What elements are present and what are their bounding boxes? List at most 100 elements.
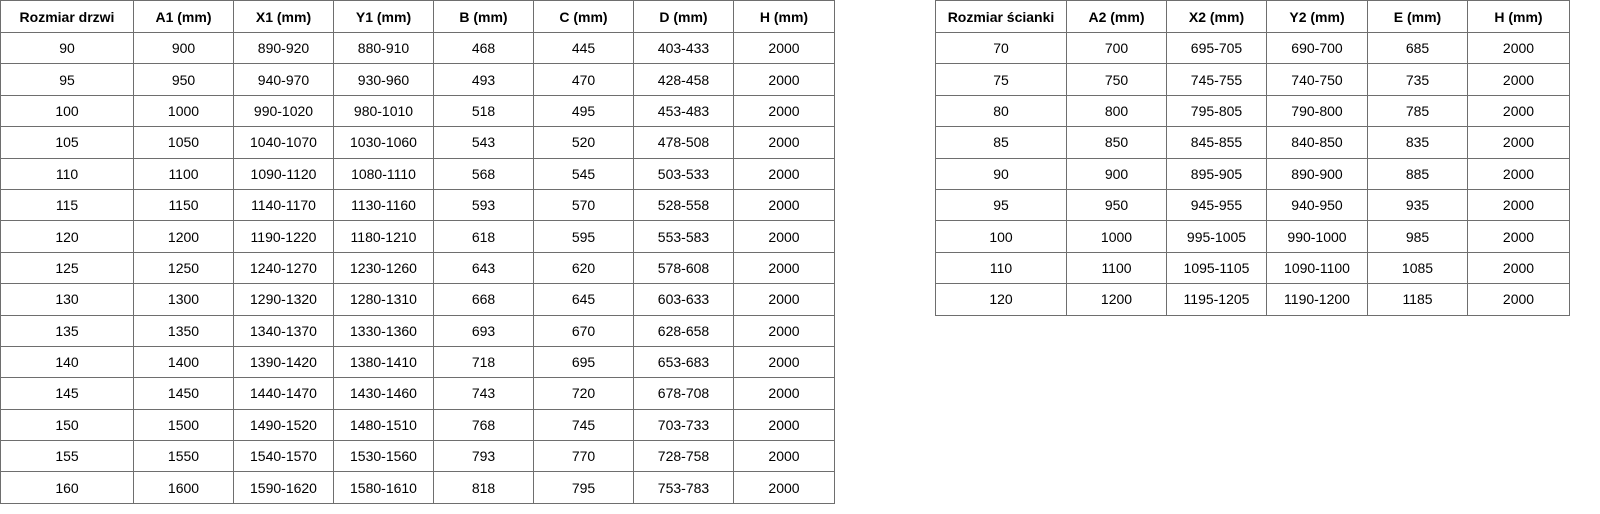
table-cell: 2000 bbox=[733, 157, 835, 190]
table-cell: 568 bbox=[433, 157, 534, 190]
table-cell: 2000 bbox=[733, 440, 835, 473]
table-cell: 1090-1100 bbox=[1266, 251, 1368, 285]
header-row: Rozmiar ścianki A2 (mm) X2 (mm) Y2 (mm) E (m… bbox=[935, 0, 1570, 33]
table-row: 140 1400 1390-1420 1380-1410 718 695 653-683 20… bbox=[0, 345, 835, 379]
table-cell: 1430-1460 bbox=[333, 377, 434, 410]
table-cell: 470 bbox=[533, 63, 634, 96]
table-cell: 1390-1420 bbox=[233, 345, 334, 379]
table-cell: 685 bbox=[1367, 31, 1468, 65]
table-cell: 105 bbox=[0, 126, 134, 159]
table-cell: 1185 bbox=[1367, 283, 1468, 316]
table-row: 130 1300 1290-1320 1280-1310 668 645 603-633 20… bbox=[0, 283, 835, 316]
table-cell: 2000 bbox=[1467, 157, 1570, 190]
table-cell: 130 bbox=[0, 283, 134, 316]
table-cell: 2000 bbox=[1467, 31, 1570, 65]
table-cell: 2000 bbox=[1467, 94, 1570, 128]
table-cell: 1085 bbox=[1367, 251, 1468, 285]
table-cell: 2000 bbox=[733, 94, 835, 128]
table-cell: 900 bbox=[133, 31, 234, 65]
table-cell: 100 bbox=[0, 94, 134, 128]
table-cell: 2000 bbox=[1467, 283, 1570, 316]
table-cell: 1350 bbox=[133, 314, 234, 347]
table-row: 90 900 895-905 890-900 885 2000 bbox=[935, 157, 1570, 190]
table-cell: 845-855 bbox=[1166, 126, 1267, 159]
table-cell: 543 bbox=[433, 126, 534, 159]
table-cell: 885 bbox=[1367, 157, 1468, 190]
table-row: 135 1350 1340-1370 1330-1360 693 670 628-658 20… bbox=[0, 314, 835, 347]
column-header: H (mm) bbox=[733, 0, 835, 33]
table-cell: 990-1020 bbox=[233, 94, 334, 128]
table-cell: 690-700 bbox=[1266, 31, 1368, 65]
table-cell: 1090-1120 bbox=[233, 157, 334, 190]
table-cell: 643 bbox=[433, 251, 534, 285]
table-row: 125 1250 1240-1270 1230-1260 643 620 578-608 20… bbox=[0, 251, 835, 285]
table-cell: 1490-1520 bbox=[233, 408, 334, 442]
table-cell: 818 bbox=[433, 471, 534, 504]
table-cell: 2000 bbox=[733, 283, 835, 316]
column-header: A2 (mm) bbox=[1066, 0, 1167, 33]
table-cell: 495 bbox=[533, 94, 634, 128]
table-cell: 70 bbox=[935, 31, 1067, 65]
table-row: 150 1500 1490-1520 1480-1510 768 745 703-733 20… bbox=[0, 408, 835, 442]
table-cell: 1300 bbox=[133, 283, 234, 316]
table-cell: 880-910 bbox=[333, 31, 434, 65]
table-cell: 1190-1220 bbox=[233, 220, 334, 253]
table-cell: 628-658 bbox=[633, 314, 734, 347]
table-cell: 528-558 bbox=[633, 188, 734, 222]
table-cell: 1600 bbox=[133, 471, 234, 504]
table-cell: 795 bbox=[533, 471, 634, 504]
table-cell: 645 bbox=[533, 283, 634, 316]
table-cell: 653-683 bbox=[633, 345, 734, 379]
table-cell: 115 bbox=[0, 188, 134, 222]
table-cell: 478-508 bbox=[633, 126, 734, 159]
table-cell: 403-433 bbox=[633, 31, 734, 65]
table-cell: 2000 bbox=[1467, 188, 1570, 222]
door-size-table: Rozmiar drzwi A1 (mm) X1 (mm) Y1 (mm) B (mm)… bbox=[0, 0, 835, 504]
table-cell: 743 bbox=[433, 377, 534, 410]
table-cell: 768 bbox=[433, 408, 534, 442]
table-cell: 595 bbox=[533, 220, 634, 253]
table-cell: 1180-1210 bbox=[333, 220, 434, 253]
table-cell: 593 bbox=[433, 188, 534, 222]
table-cell: 2000 bbox=[733, 31, 835, 65]
table-cell: 1250 bbox=[133, 251, 234, 285]
table-row: 110 1100 1090-1120 1080-1110 568 545 503-533 20… bbox=[0, 157, 835, 190]
table-cell: 520 bbox=[533, 126, 634, 159]
table-cell: 1580-1610 bbox=[333, 471, 434, 504]
table-cell: 2000 bbox=[733, 345, 835, 379]
table-cell: 670 bbox=[533, 314, 634, 347]
table-cell: 1550 bbox=[133, 440, 234, 473]
table-cell: 1200 bbox=[1066, 283, 1167, 316]
table-cell: 1050 bbox=[133, 126, 234, 159]
column-header: X2 (mm) bbox=[1166, 0, 1267, 33]
table-cell: 2000 bbox=[1467, 63, 1570, 96]
table-cell: 900 bbox=[1066, 157, 1167, 190]
column-header: E (mm) bbox=[1367, 0, 1468, 33]
table-cell: 935 bbox=[1367, 188, 1468, 222]
table-cell: 1200 bbox=[133, 220, 234, 253]
column-header: Rozmiar ścianki bbox=[935, 0, 1067, 33]
table-row: 120 1200 1190-1220 1180-1210 618 595 553-583 20… bbox=[0, 220, 835, 253]
table-cell: 545 bbox=[533, 157, 634, 190]
door-table-body: 90 900 890-920 880-910 468 445 403-433 2000 95 95… bbox=[0, 31, 835, 504]
table-cell: 700 bbox=[1066, 31, 1167, 65]
table-cell: 1190-1200 bbox=[1266, 283, 1368, 316]
table-cell: 110 bbox=[0, 157, 134, 190]
table-cell: 1030-1060 bbox=[333, 126, 434, 159]
header-row: Rozmiar drzwi A1 (mm) X1 (mm) Y1 (mm) B (mm)… bbox=[0, 0, 835, 33]
table-cell: 140 bbox=[0, 345, 134, 379]
table-row: 70 700 695-705 690-700 685 2000 bbox=[935, 31, 1570, 65]
table-cell: 2000 bbox=[1467, 220, 1570, 253]
table-cell: 1040-1070 bbox=[233, 126, 334, 159]
table-cell: 2000 bbox=[733, 220, 835, 253]
table-cell: 1240-1270 bbox=[233, 251, 334, 285]
table-cell: 850 bbox=[1066, 126, 1167, 159]
table-cell: 2000 bbox=[733, 377, 835, 410]
table-cell: 90 bbox=[0, 31, 134, 65]
table-row: 85 850 845-855 840-850 835 2000 bbox=[935, 126, 1570, 159]
column-header: A1 (mm) bbox=[133, 0, 234, 33]
table-cell: 1130-1160 bbox=[333, 188, 434, 222]
table-cell: 728-758 bbox=[633, 440, 734, 473]
column-header: H (mm) bbox=[1467, 0, 1570, 33]
table-cell: 1340-1370 bbox=[233, 314, 334, 347]
